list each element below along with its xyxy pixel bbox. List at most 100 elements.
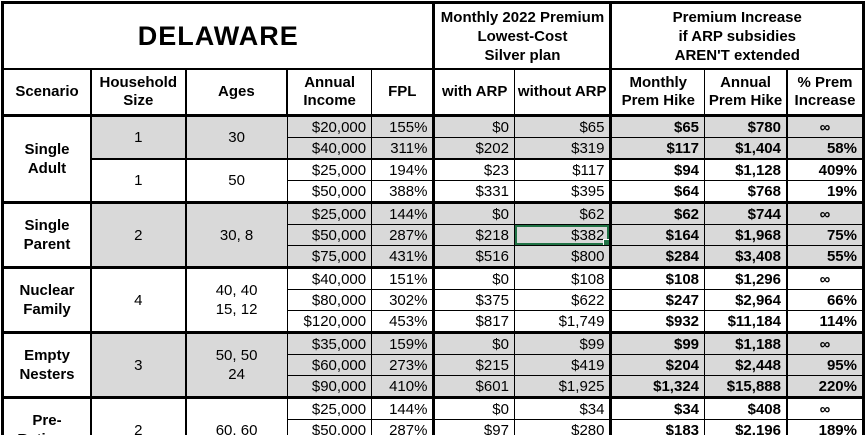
cell-monthly-hike[interactable]: $117 (609, 137, 706, 160)
cell-annual-hike[interactable]: $1,404 (704, 137, 788, 160)
cell-without-arp[interactable]: $65 (513, 114, 612, 138)
cell-income[interactable]: $75,000 (286, 245, 373, 268)
col-header-fpl[interactable]: FPL (371, 68, 435, 116)
col-header-monthly-hike[interactable]: Monthly Prem Hike (609, 68, 706, 116)
selected-cell[interactable]: $382 (513, 224, 612, 246)
cell-pct-increase[interactable]: 95% (785, 354, 864, 376)
cell-fpl[interactable]: 302% (371, 289, 435, 311)
cell-with-arp[interactable]: $0 (432, 331, 515, 355)
cell-pct-increase[interactable]: ∞ (785, 201, 864, 225)
cell-fpl[interactable]: 388% (371, 180, 435, 203)
cell-scenario[interactable]: Nuclear Family (2, 266, 92, 333)
col-header-pct-increase[interactable]: % Prem Increase (785, 68, 864, 116)
cell-monthly-hike[interactable]: $64 (609, 180, 706, 203)
cell-pct-increase[interactable]: 58% (785, 137, 864, 160)
cell-annual-hike[interactable]: $1,188 (704, 331, 788, 355)
increase-group-header[interactable]: Premium Increase if ARP subsidies AREN'T… (609, 2, 864, 70)
cell-ages[interactable]: 30, 8 (184, 201, 288, 268)
cell-without-arp[interactable]: $280 (513, 419, 612, 435)
cell-pct-increase[interactable]: 409% (785, 158, 864, 181)
cell-monthly-hike[interactable]: $62 (609, 201, 706, 225)
cell-ages[interactable]: 60, 60 (184, 396, 288, 435)
cell-scenario[interactable]: Single Adult (2, 114, 92, 203)
cell-annual-hike[interactable]: $408 (704, 396, 788, 420)
cell-pct-increase[interactable]: 220% (785, 375, 864, 398)
cell-income[interactable]: $50,000 (286, 419, 373, 435)
cell-with-arp[interactable]: $375 (432, 289, 515, 311)
cell-without-arp[interactable]: $419 (513, 354, 612, 376)
cell-income[interactable]: $35,000 (286, 331, 373, 355)
premium-group-header[interactable]: Monthly 2022 Premium Lowest-Cost Silver … (432, 2, 612, 70)
cell-without-arp[interactable]: $395 (513, 180, 612, 203)
cell-income[interactable]: $25,000 (286, 396, 373, 420)
cell-monthly-hike[interactable]: $1,324 (609, 375, 706, 398)
cell-scenario[interactable]: Single Parent (2, 201, 92, 268)
cell-income[interactable]: $40,000 (286, 266, 373, 290)
cell-fpl[interactable]: 151% (371, 266, 435, 290)
cell-with-arp[interactable]: $601 (432, 375, 515, 398)
cell-annual-hike[interactable]: $11,184 (704, 310, 788, 333)
cell-fpl[interactable]: 144% (371, 396, 435, 420)
cell-annual-hike[interactable]: $768 (704, 180, 788, 203)
cell-annual-hike[interactable]: $3,408 (704, 245, 788, 268)
cell-income[interactable]: $25,000 (286, 201, 373, 225)
cell-with-arp[interactable]: $215 (432, 354, 515, 376)
cell-fpl[interactable]: 144% (371, 201, 435, 225)
cell-with-arp[interactable]: $0 (432, 114, 515, 138)
cell-fpl[interactable]: 431% (371, 245, 435, 268)
cell-pct-increase[interactable]: 66% (785, 289, 864, 311)
cell-with-arp[interactable]: $202 (432, 137, 515, 160)
cell-fpl[interactable]: 287% (371, 419, 435, 435)
cell-income[interactable]: $40,000 (286, 137, 373, 160)
cell-fpl[interactable]: 155% (371, 114, 435, 138)
cell-fpl[interactable]: 453% (371, 310, 435, 333)
cell-without-arp[interactable]: $1,749 (513, 310, 612, 333)
cell-income[interactable]: $60,000 (286, 354, 373, 376)
cell-pct-increase[interactable]: 55% (785, 245, 864, 268)
cell-monthly-hike[interactable]: $99 (609, 331, 706, 355)
cell-annual-hike[interactable]: $744 (704, 201, 788, 225)
cell-fpl[interactable]: 287% (371, 224, 435, 246)
cell-monthly-hike[interactable]: $65 (609, 114, 706, 138)
cell-monthly-hike[interactable]: $34 (609, 396, 706, 420)
cell-fpl[interactable]: 159% (371, 331, 435, 355)
cell-pct-increase[interactable]: ∞ (785, 396, 864, 420)
cell-annual-hike[interactable]: $780 (704, 114, 788, 138)
col-header-household[interactable]: Household Size (90, 68, 187, 116)
cell-pct-increase[interactable]: 114% (785, 310, 864, 333)
cell-with-arp[interactable]: $0 (432, 201, 515, 225)
cell-scenario[interactable]: Empty Nesters (2, 331, 92, 398)
cell-with-arp[interactable]: $516 (432, 245, 515, 268)
cell-income[interactable]: $120,000 (286, 310, 373, 333)
cell-without-arp[interactable]: $1,925 (513, 375, 612, 398)
cell-household-size[interactable]: 1 (90, 114, 187, 160)
cell-monthly-hike[interactable]: $94 (609, 158, 706, 181)
cell-household-size[interactable]: 1 (90, 158, 187, 203)
cell-ages[interactable]: 30 (184, 114, 288, 160)
cell-scenario[interactable]: Pre- Retirees (2, 396, 92, 435)
cell-household-size[interactable]: 4 (90, 266, 187, 333)
cell-monthly-hike[interactable]: $284 (609, 245, 706, 268)
cell-without-arp[interactable]: $108 (513, 266, 612, 290)
col-header-without-arp[interactable]: without ARP (513, 68, 612, 116)
cell-monthly-hike[interactable]: $108 (609, 266, 706, 290)
cell-household-size[interactable]: 2 (90, 396, 187, 435)
cell-income[interactable]: $20,000 (286, 114, 373, 138)
cell-without-arp[interactable]: $622 (513, 289, 612, 311)
cell-annual-hike[interactable]: $2,448 (704, 354, 788, 376)
cell-pct-increase[interactable]: ∞ (785, 331, 864, 355)
cell-with-arp[interactable]: $97 (432, 419, 515, 435)
cell-pct-increase[interactable]: ∞ (785, 266, 864, 290)
cell-monthly-hike[interactable]: $183 (609, 419, 706, 435)
cell-income[interactable]: $80,000 (286, 289, 373, 311)
cell-without-arp[interactable]: $319 (513, 137, 612, 160)
cell-annual-hike[interactable]: $1,296 (704, 266, 788, 290)
cell-household-size[interactable]: 2 (90, 201, 187, 268)
cell-pct-increase[interactable]: 189% (785, 419, 864, 435)
cell-income[interactable]: $50,000 (286, 224, 373, 246)
cell-without-arp[interactable]: $99 (513, 331, 612, 355)
cell-fpl[interactable]: 194% (371, 158, 435, 181)
cell-with-arp[interactable]: $817 (432, 310, 515, 333)
cell-without-arp[interactable]: $62 (513, 201, 612, 225)
cell-household-size[interactable]: 3 (90, 331, 187, 398)
